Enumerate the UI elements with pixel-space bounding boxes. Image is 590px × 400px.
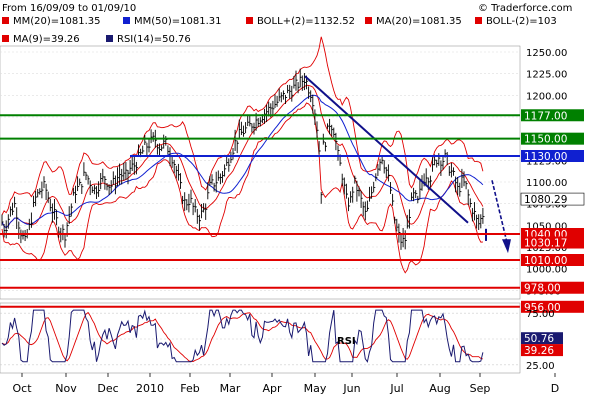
legend: MM(20)=1081.35 MM(50)=1081.31 BOLL+(2)=1… bbox=[2, 16, 557, 45]
rsi-value-label-1: 39.26 bbox=[524, 345, 554, 357]
price-tick-label: 1225.00 bbox=[526, 70, 567, 81]
source-credit: © Traderforce.com bbox=[478, 3, 572, 14]
bollinger-bands bbox=[1, 36, 484, 274]
ma50-line bbox=[1, 94, 484, 229]
price-tick-label: 1050.00 bbox=[526, 221, 567, 232]
rsi-line bbox=[1, 309, 484, 363]
level-label-box bbox=[521, 109, 584, 122]
legend-item-bollminus: BOLL-(2)=103 bbox=[486, 16, 557, 27]
x-tick-label: Jul bbox=[389, 382, 403, 395]
x-tick-label: Oct bbox=[12, 382, 32, 395]
legend-item-bollplus: BOLL+(2)=1132.52 bbox=[257, 16, 355, 27]
level-label-box bbox=[521, 150, 584, 162]
x-tick-label: Feb bbox=[180, 382, 199, 395]
level-label-3: 1080.29 bbox=[524, 194, 567, 206]
legend-swatch-4 bbox=[475, 17, 482, 24]
price-levels: 1177.001150.001130.001080.291040.001030.… bbox=[0, 109, 585, 314]
level-label-7: 978.00 bbox=[524, 283, 561, 295]
rsi-value-label-0: 50.76 bbox=[524, 333, 554, 345]
price-tick-label: 1000.00 bbox=[526, 265, 567, 276]
x-tick-label: Jun bbox=[342, 382, 360, 395]
level-label-box bbox=[521, 132, 584, 145]
x-tick-label: Aug bbox=[429, 382, 450, 395]
level-label-box bbox=[521, 300, 584, 313]
legend-swatch-6 bbox=[106, 35, 113, 42]
legend-item-mm20: MM(20)=1081.35 bbox=[13, 16, 101, 27]
rsi-lines bbox=[1, 309, 484, 363]
x-tick-label: May bbox=[304, 382, 327, 395]
rsi-panel-title: RSI bbox=[337, 336, 356, 347]
level-label-box bbox=[521, 254, 584, 266]
legend-item-ma9: MA(9)=39.26 bbox=[13, 34, 80, 45]
rsi-label-box bbox=[521, 332, 563, 345]
price-bars bbox=[1, 68, 485, 250]
level-label-2: 1130.00 bbox=[524, 151, 567, 163]
legend-swatch-1 bbox=[123, 17, 130, 24]
boll-lower-line bbox=[1, 102, 483, 274]
rsi-tick-label: 75.00 bbox=[526, 309, 555, 320]
legend-swatch-5 bbox=[2, 35, 9, 42]
x-tick-label: Dec bbox=[97, 382, 118, 395]
x-tick-label: Apr bbox=[262, 382, 282, 395]
forecast-arrow-line bbox=[491, 180, 508, 243]
rsi-ma9-line bbox=[1, 311, 484, 362]
level-label-6: 1010.00 bbox=[524, 255, 567, 267]
rsi-tick-label: 25.00 bbox=[526, 361, 555, 372]
x-tick-label: Nov bbox=[55, 382, 77, 395]
level-label-5: 1030.17 bbox=[524, 238, 567, 250]
x-tick-label: D bbox=[551, 382, 559, 395]
legend-swatch-2 bbox=[246, 17, 253, 24]
x-tick-label: Sep bbox=[470, 382, 491, 395]
price-tick-label: 1100.00 bbox=[526, 178, 567, 189]
legend-item-rsi14: RSI(14)=50.76 bbox=[117, 34, 191, 45]
date-range: From 16/09/09 to 01/09/10 bbox=[2, 3, 136, 14]
rsi-panel bbox=[0, 302, 521, 374]
level-label-box bbox=[521, 281, 584, 294]
legend-item-ma20: MA(20)=1081.35 bbox=[376, 16, 462, 27]
level-label-box bbox=[520, 192, 585, 206]
price-tick-label: 1200.00 bbox=[526, 91, 567, 102]
level-label-8: 956.00 bbox=[524, 302, 561, 314]
legend-swatch-0 bbox=[2, 17, 9, 24]
level-label-0: 1177.00 bbox=[524, 110, 567, 122]
price-panel bbox=[0, 45, 521, 300]
trend-lines bbox=[304, 75, 511, 254]
price-tick-label: 1250.00 bbox=[526, 48, 567, 59]
level-label-box bbox=[521, 236, 584, 249]
x-axis: Oct Nov Dec 2010 Feb Mar Apr May Jun Jul Aug Sep D bbox=[12, 373, 559, 395]
forecast-arrow-head bbox=[502, 239, 511, 254]
legend-item-mm50: MM(50)=1081.31 bbox=[134, 16, 222, 27]
trend-line bbox=[304, 75, 469, 224]
level-label-1: 1150.00 bbox=[524, 134, 567, 146]
x-tick-label: 2010 bbox=[136, 382, 164, 395]
legend-swatch-3 bbox=[365, 17, 372, 24]
rsi-label-box bbox=[521, 344, 563, 357]
x-tick-label: Mar bbox=[220, 382, 241, 395]
